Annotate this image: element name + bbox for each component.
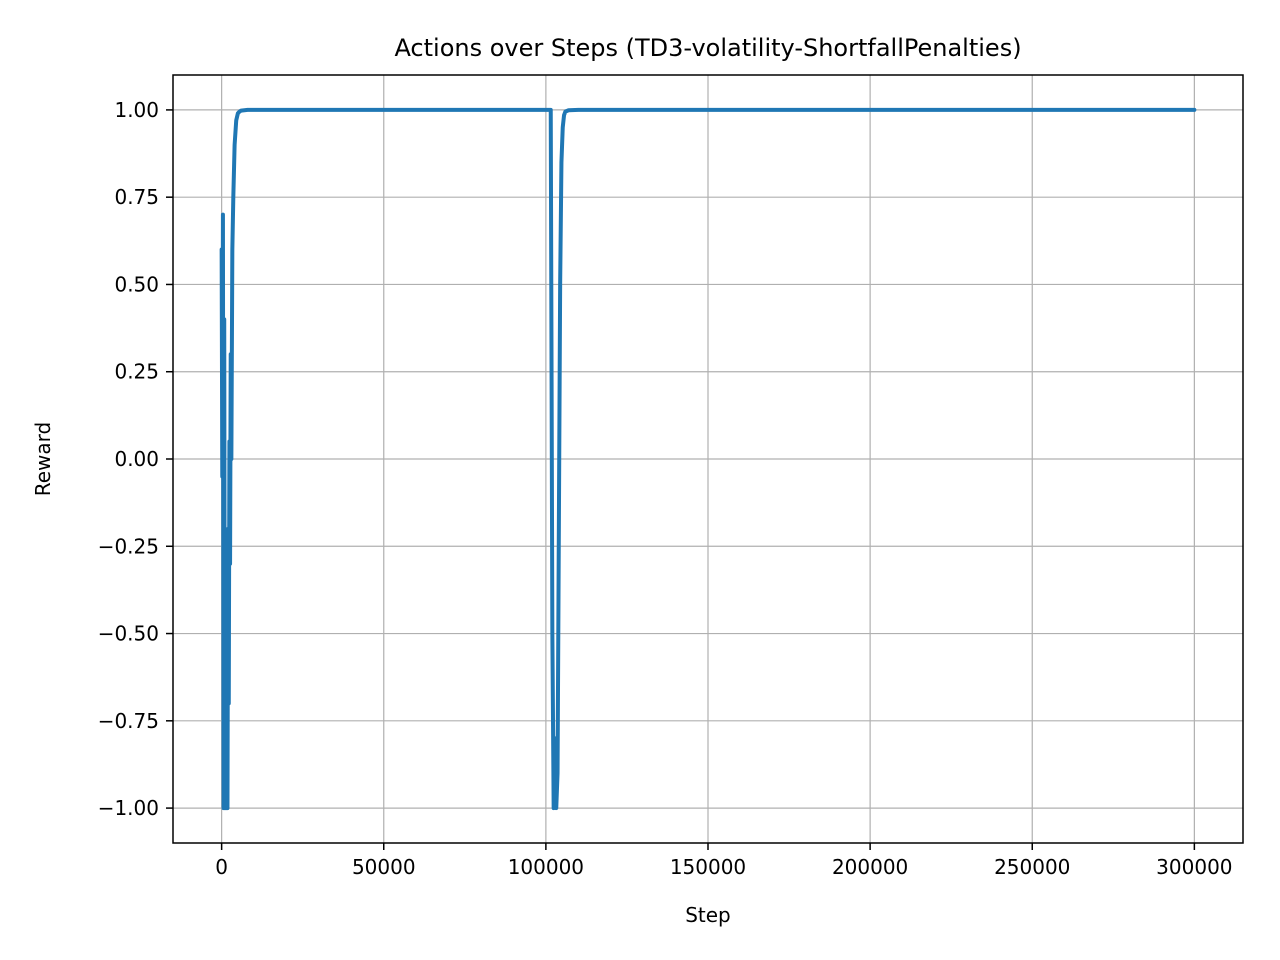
x-tick-label: 150000	[670, 855, 746, 879]
y-tick-label: −1.00	[98, 796, 159, 820]
x-tick-label: 50000	[352, 855, 416, 879]
x-axis-label: Step	[685, 903, 731, 927]
x-tick-label: 250000	[994, 855, 1070, 879]
y-tick-label: 0.25	[114, 360, 159, 384]
series-layer	[219, 107, 1197, 811]
y-axis-label: Reward	[31, 422, 55, 496]
y-tick-label: −0.25	[98, 534, 159, 558]
y-tick-label: 0.50	[114, 272, 159, 296]
x-ticks: 0 50000 100000 150000 200000 250000 300000	[215, 843, 1233, 879]
y-ticks: 1.00 0.75 0.50 0.25 0.00 −0.25 −0.50 −0.75 −1.00	[98, 98, 173, 820]
series-line-0	[219, 107, 1197, 811]
y-tick-label: 0.75	[114, 185, 159, 209]
grid	[173, 75, 1243, 843]
x-tick-label: 200000	[832, 855, 908, 879]
x-tick-label: 0	[215, 855, 228, 879]
x-tick-label: 100000	[508, 855, 584, 879]
x-tick-label: 300000	[1156, 855, 1232, 879]
y-tick-label: −0.50	[98, 622, 159, 646]
y-tick-label: 1.00	[114, 98, 159, 122]
chart-title: Actions over Steps (TD3-volatility-Short…	[394, 34, 1021, 62]
y-tick-label: 0.00	[114, 447, 159, 471]
y-tick-label: −0.75	[98, 709, 159, 733]
